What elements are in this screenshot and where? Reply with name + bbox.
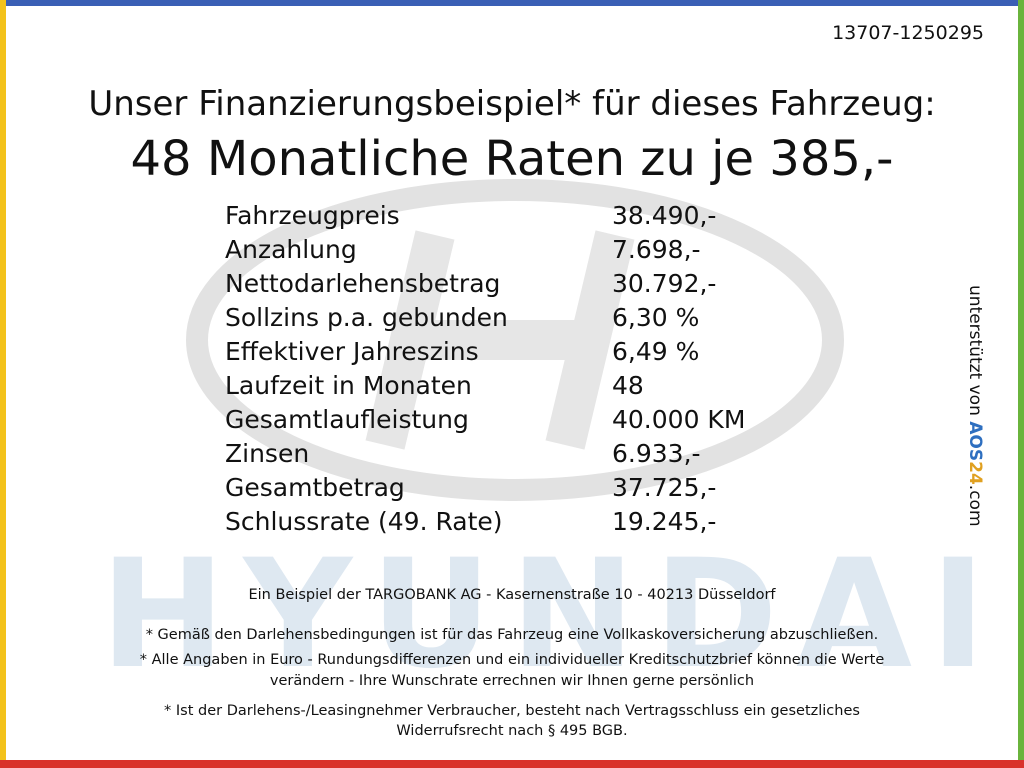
row-label: Anzahlung <box>225 235 357 264</box>
row-value: 30.792,- <box>612 269 717 298</box>
row-label: Fahrzeugpreis <box>225 201 400 230</box>
row-value: 6,49 % <box>612 337 700 366</box>
footnote-line: * Ist der Darlehens-/Leasingnehmer Verbr… <box>164 703 860 719</box>
table-row: Anzahlung 7.698,- <box>225 235 701 264</box>
row-label: Nettodarlehensbetrag <box>225 269 501 298</box>
brand-b: 24 <box>965 461 985 485</box>
footnote-line: verändern - Ihre Wunschrate errechnen wi… <box>269 673 755 689</box>
table-row: Sollzins p.a. gebunden 6,30 % <box>225 303 699 332</box>
table-row: Nettodarlehensbetrag 30.792,- <box>225 269 716 298</box>
logo-watermark <box>186 179 844 501</box>
table-row: Schlussrate (49. Rate) 19.245,- <box>225 507 716 536</box>
table-row: Fahrzeugpreis 38.490,- <box>225 201 716 230</box>
row-value: 6.933,- <box>612 439 701 468</box>
bottom-border <box>0 760 1024 768</box>
left-border <box>0 0 6 768</box>
row-label: Zinsen <box>225 439 310 468</box>
brand-watermark: HYUNDAI <box>100 528 1004 702</box>
footnote-line: Widerrufsrecht nach § 495 BGB. <box>396 723 628 739</box>
lender-line: Ein Beispiel der TARGOBANK AG - Kasernen… <box>248 587 776 603</box>
footnote-line: * Gemäß den Darlehensbedingungen ist für… <box>145 627 879 643</box>
table-row: Effektiver Jahreszins 6,49 % <box>225 337 699 366</box>
row-value: 48 <box>612 371 644 400</box>
reference-number: 13707-1250295 <box>832 22 984 44</box>
right-border <box>1018 0 1024 768</box>
table-row: Gesamtlaufleistung 40.000 KM <box>225 405 745 434</box>
row-value: 6,30 % <box>612 303 700 332</box>
row-value: 40.000 KM <box>612 405 746 434</box>
row-label: Effektiver Jahreszins <box>225 337 479 366</box>
brand-suffix: .com <box>965 484 985 527</box>
row-label: Gesamtbetrag <box>225 473 405 502</box>
row-label: Gesamtlaufleistung <box>225 405 469 434</box>
headline: 48 Monatliche Raten zu je 385,- <box>130 131 894 187</box>
sponsor-prefix: unterstützt von <box>965 285 985 416</box>
row-value: 7.698,- <box>612 235 701 264</box>
row-value: 19.245,- <box>612 507 717 536</box>
footnote-line: * Alle Angaben in Euro - Rundungsdiffere… <box>139 652 885 668</box>
row-value: 38.490,- <box>612 201 717 230</box>
table-row: Gesamtbetrag 37.725,- <box>225 473 716 502</box>
brand-a: AOS <box>965 421 985 462</box>
top-border <box>0 0 1024 6</box>
sponsor: unterstützt von AOS24.com <box>965 285 985 527</box>
title: Unser Finanzierungsbeispiel* für dieses … <box>88 84 936 124</box>
row-label: Sollzins p.a. gebunden <box>225 303 508 332</box>
row-value: 37.725,- <box>612 473 717 502</box>
row-label: Laufzeit in Monaten <box>225 371 472 400</box>
row-label: Schlussrate (49. Rate) <box>225 507 503 536</box>
table-row: Laufzeit in Monaten 48 <box>225 371 644 400</box>
table-row: Zinsen 6.933,- <box>225 439 701 468</box>
